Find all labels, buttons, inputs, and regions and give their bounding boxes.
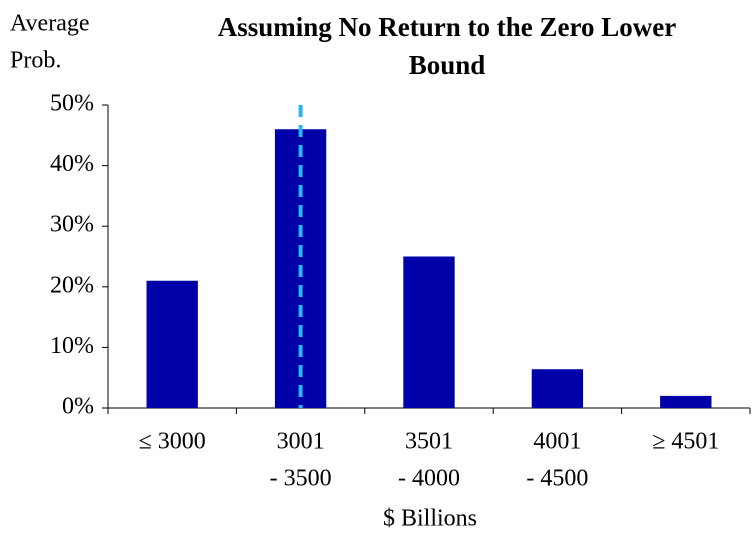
bar	[531, 369, 584, 408]
y-tick-label: 20%	[50, 272, 94, 298]
x-tick-label: - 4000	[398, 466, 460, 492]
x-axis-label: $ Billions	[383, 506, 477, 532]
x-tick-label: - 3500	[270, 466, 332, 492]
x-tick-label: 3501	[405, 429, 453, 455]
chart-title: Assuming No Return to the Zero Lower	[218, 12, 676, 42]
x-tick-label: ≤ 3000	[139, 429, 206, 455]
bar	[146, 280, 198, 408]
x-tick-label: - 4500	[526, 466, 588, 492]
bar	[660, 395, 712, 408]
y-tick-label: 0%	[62, 394, 94, 420]
y-tick-label: 50%	[50, 91, 94, 117]
chart-title: Bound	[409, 50, 486, 80]
bar	[403, 256, 455, 408]
y-tick-label: 10%	[50, 333, 94, 359]
y-tick-label: 30%	[50, 212, 94, 238]
y-axis-label: Prob.	[10, 48, 61, 74]
x-tick-label: 3001	[277, 429, 325, 455]
x-tick-label: 4001	[533, 429, 581, 455]
x-tick-label: ≥ 4501	[652, 429, 719, 455]
y-axis-label: Average	[10, 11, 90, 37]
y-tick-label: 40%	[50, 151, 94, 177]
